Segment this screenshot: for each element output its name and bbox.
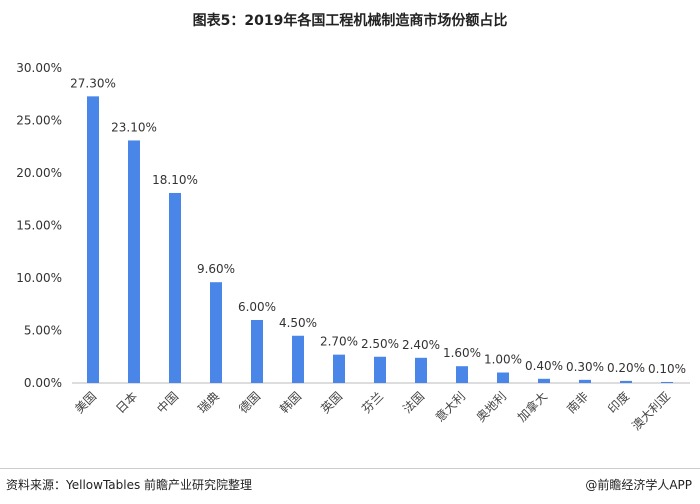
data-label: 2.70% (320, 335, 358, 349)
y-tick-label: 0.00% (24, 376, 62, 390)
x-tick-label: 加拿大 (514, 389, 550, 425)
bar (210, 282, 222, 383)
data-label: 1.00% (484, 353, 522, 367)
source-note: 资料来源：YellowTables 前瞻产业研究院整理 (6, 478, 253, 492)
bar (87, 96, 99, 383)
y-tick-label: 10.00% (16, 271, 62, 285)
bar (661, 381, 673, 383)
bar (292, 335, 304, 383)
y-tick-label: 5.00% (24, 324, 62, 338)
data-label: 6.00% (238, 300, 276, 314)
x-tick-label: 中国 (154, 389, 182, 417)
y-tick-label: 15.00% (16, 219, 62, 233)
bar (251, 320, 263, 383)
y-tick-label: 25.00% (16, 114, 62, 128)
x-tick-label: 法国 (400, 389, 427, 416)
data-label: 4.50% (279, 316, 317, 330)
x-tick-label: 印度 (605, 389, 633, 417)
bar (415, 357, 427, 383)
bar (333, 354, 345, 383)
data-label: 23.10% (111, 120, 157, 134)
x-tick-label: 南非 (564, 389, 592, 417)
x-tick-label: 澳大利亚 (629, 389, 673, 433)
data-label: 18.10% (152, 173, 198, 187)
x-tick-label: 英国 (318, 389, 345, 416)
bar (620, 380, 632, 383)
data-label: 0.10% (648, 362, 686, 376)
data-label: 0.20% (607, 361, 645, 375)
bar (128, 140, 140, 383)
x-tick-label: 美国 (72, 389, 99, 416)
x-tick-label: 意大利 (432, 389, 468, 425)
data-label: 2.50% (361, 337, 399, 351)
bar-chart: 0.00% 5.00% 10.00% 15.00% 20.00% 25.00% 30.00%… (16, 61, 690, 433)
x-tick-label: 瑞典 (195, 389, 222, 416)
x-tick-label: 芬兰 (359, 389, 386, 416)
data-label: 27.30% (70, 76, 116, 90)
bar (579, 379, 591, 383)
x-tick-label: 韩国 (277, 389, 305, 417)
chart-title: 图表5：2019年各国工程机械制造商市场份额占比 (192, 13, 508, 29)
data-label: 0.40% (525, 359, 563, 373)
y-tick-label: 30.00% (16, 61, 62, 75)
data-label: 2.40% (402, 338, 440, 352)
bar (497, 372, 509, 383)
x-tick-label: 日本 (113, 389, 140, 416)
bar (456, 366, 468, 383)
data-label: 1.60% (443, 346, 481, 360)
bar (374, 356, 386, 383)
x-tick-label: 奥地利 (474, 389, 509, 424)
bar (538, 378, 550, 383)
footer-divider (0, 468, 700, 469)
data-label: 9.60% (197, 262, 235, 276)
brand-credit: @前瞻经济学人APP (585, 478, 692, 492)
data-label: 0.30% (566, 360, 604, 374)
x-tick-label: 德国 (236, 389, 264, 417)
bar (169, 192, 181, 383)
y-tick-label: 20.00% (16, 166, 62, 180)
